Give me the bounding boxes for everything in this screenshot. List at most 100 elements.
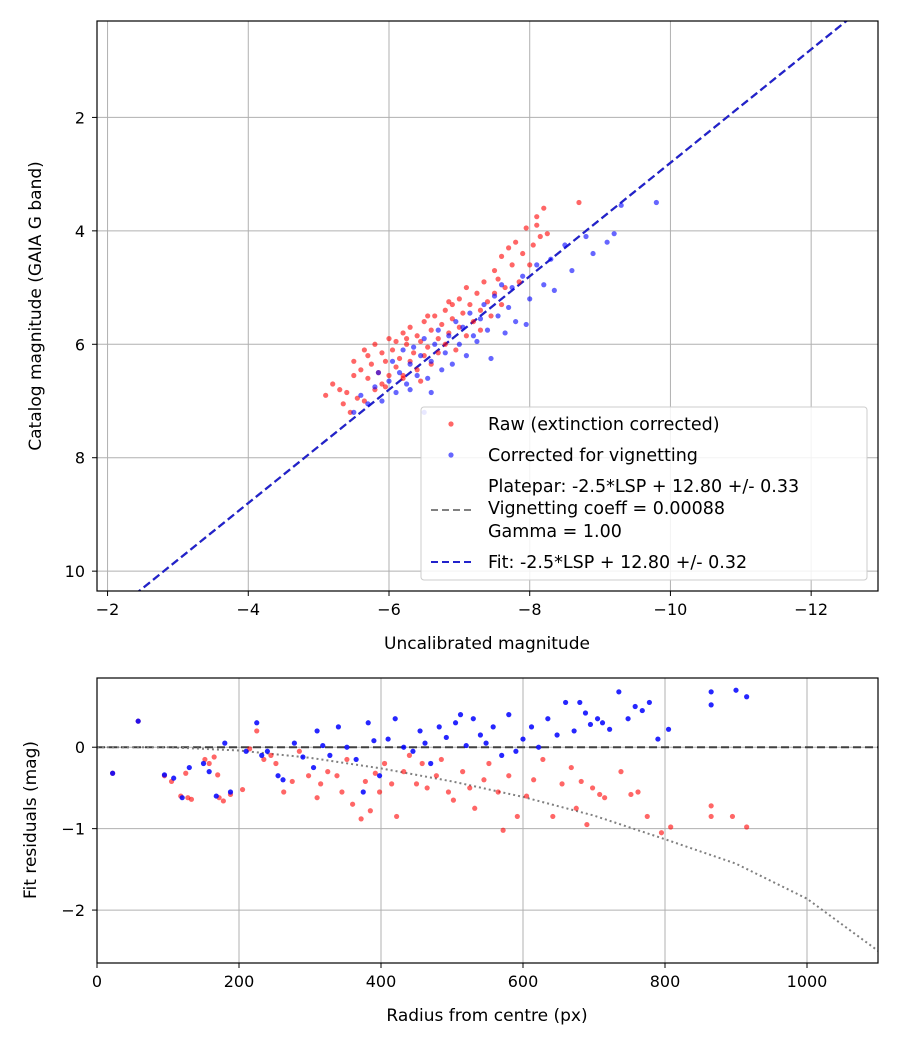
corrected-residual-point <box>213 793 219 799</box>
corrected-point <box>527 296 533 302</box>
raw-residual-point <box>367 808 373 814</box>
raw-point <box>351 358 357 364</box>
raw-point <box>527 262 533 268</box>
corrected-residual-point <box>327 752 333 758</box>
raw-residual-point <box>325 769 331 775</box>
raw-point <box>403 341 410 347</box>
raw-residual-point <box>381 760 388 767</box>
corrected-residual-point <box>457 712 464 718</box>
raw-residual-point <box>597 791 603 798</box>
raw-residual-point <box>635 789 641 795</box>
raw-point <box>340 401 346 407</box>
raw-point <box>530 242 536 248</box>
corrected-point <box>365 401 371 407</box>
top-points <box>323 199 659 415</box>
raw-residual-point <box>708 803 714 809</box>
raw-point <box>481 279 487 285</box>
raw-residual-point <box>220 798 226 804</box>
top-x-axis-label: Uncalibrated magnitude <box>384 634 590 654</box>
corrected-residual-point <box>179 795 185 801</box>
raw-residual-point <box>568 764 574 771</box>
corrected-residual-point <box>365 720 371 726</box>
corrected-residual-point <box>254 720 260 726</box>
corrected-residual-point <box>275 773 281 779</box>
top-lines <box>137 21 849 591</box>
top-x-tick-label: −8 <box>518 600 542 619</box>
raw-residual-point <box>314 795 320 801</box>
top-y-tick-label: 8 <box>75 449 85 468</box>
raw-point <box>432 313 438 319</box>
corrected-point <box>509 284 515 291</box>
raw-point <box>386 372 392 379</box>
raw-point <box>498 301 505 308</box>
raw-point <box>576 199 582 206</box>
raw-residual-point <box>550 813 556 820</box>
raw-residual-point <box>540 756 546 763</box>
corrected-residual-point <box>490 724 496 730</box>
raw-residual-point <box>573 805 579 811</box>
corrected-point <box>502 330 508 336</box>
corrected-residual-point <box>733 687 739 693</box>
corrected-point <box>477 316 484 322</box>
corrected-point <box>379 398 385 404</box>
top-y-axis-label: Catalog magnitude (GAIA G band) <box>26 161 46 451</box>
corrected-residual-point <box>646 699 652 706</box>
raw-residual-point <box>602 795 608 801</box>
raw-point <box>541 205 547 211</box>
corrected-residual-point <box>708 689 714 695</box>
corrected-point <box>569 267 575 274</box>
corrected-residual-point <box>477 732 483 738</box>
corrected-point <box>453 318 459 325</box>
raw-point <box>534 214 540 220</box>
raw-residual-point <box>183 770 189 776</box>
raw-residual-point <box>419 760 425 767</box>
corrected-residual-point <box>625 716 631 722</box>
corrected-point <box>411 344 417 350</box>
corrected-residual-point <box>320 742 326 749</box>
raw-point <box>382 358 389 364</box>
corrected-point <box>358 392 364 398</box>
raw-point <box>488 313 494 319</box>
raw-residual-point <box>500 827 506 833</box>
corrected-residual-point <box>587 721 594 728</box>
bottom-ticks: 0 200 400 600 800 1000 0 −1 −2 <box>61 738 827 991</box>
corrected-residual-point <box>206 769 212 775</box>
corrected-point <box>523 321 529 328</box>
legend-box <box>420 406 868 581</box>
raw-residual-point <box>318 781 324 787</box>
raw-residual-point <box>372 770 378 776</box>
bottom-y-tick-label: −2 <box>61 901 85 920</box>
raw-residual-point <box>644 813 650 820</box>
corrected-residual-point <box>536 744 542 750</box>
corrected-residual-point <box>171 775 177 781</box>
raw-point <box>354 395 360 401</box>
corrected-point <box>551 287 557 294</box>
top-x-tick-label: −4 <box>236 600 260 619</box>
bottom-y-tick-label: 0 <box>75 738 85 757</box>
corrected-residual-point <box>545 716 551 722</box>
raw-point <box>330 381 336 387</box>
raw-residual-point <box>658 830 665 836</box>
raw-point <box>393 338 399 345</box>
raw-point <box>520 250 526 257</box>
raw-point <box>361 398 367 404</box>
raw-residual-point <box>334 773 340 779</box>
corrected-point <box>484 327 491 333</box>
raw-point <box>414 333 420 339</box>
corrected-residual-point <box>443 734 449 741</box>
corrected-residual-point <box>513 748 519 754</box>
corrected-residual-point <box>417 728 423 734</box>
corrected-residual-point <box>452 720 459 726</box>
raw-residual-point <box>450 797 457 803</box>
corrected-residual-point <box>186 764 192 771</box>
raw-residual-point <box>729 813 736 820</box>
top-ticks: −2 −4 −6 −8 −10 −12 2 4 6 8 10 <box>65 108 828 619</box>
corrected-point <box>400 347 406 353</box>
raw-residual-point <box>445 789 452 795</box>
raw-residual-point <box>486 760 492 767</box>
corrected-residual-point <box>410 748 416 754</box>
raw-point <box>467 301 473 308</box>
corrected-residual-point <box>563 699 569 706</box>
corrected-point <box>446 333 452 339</box>
